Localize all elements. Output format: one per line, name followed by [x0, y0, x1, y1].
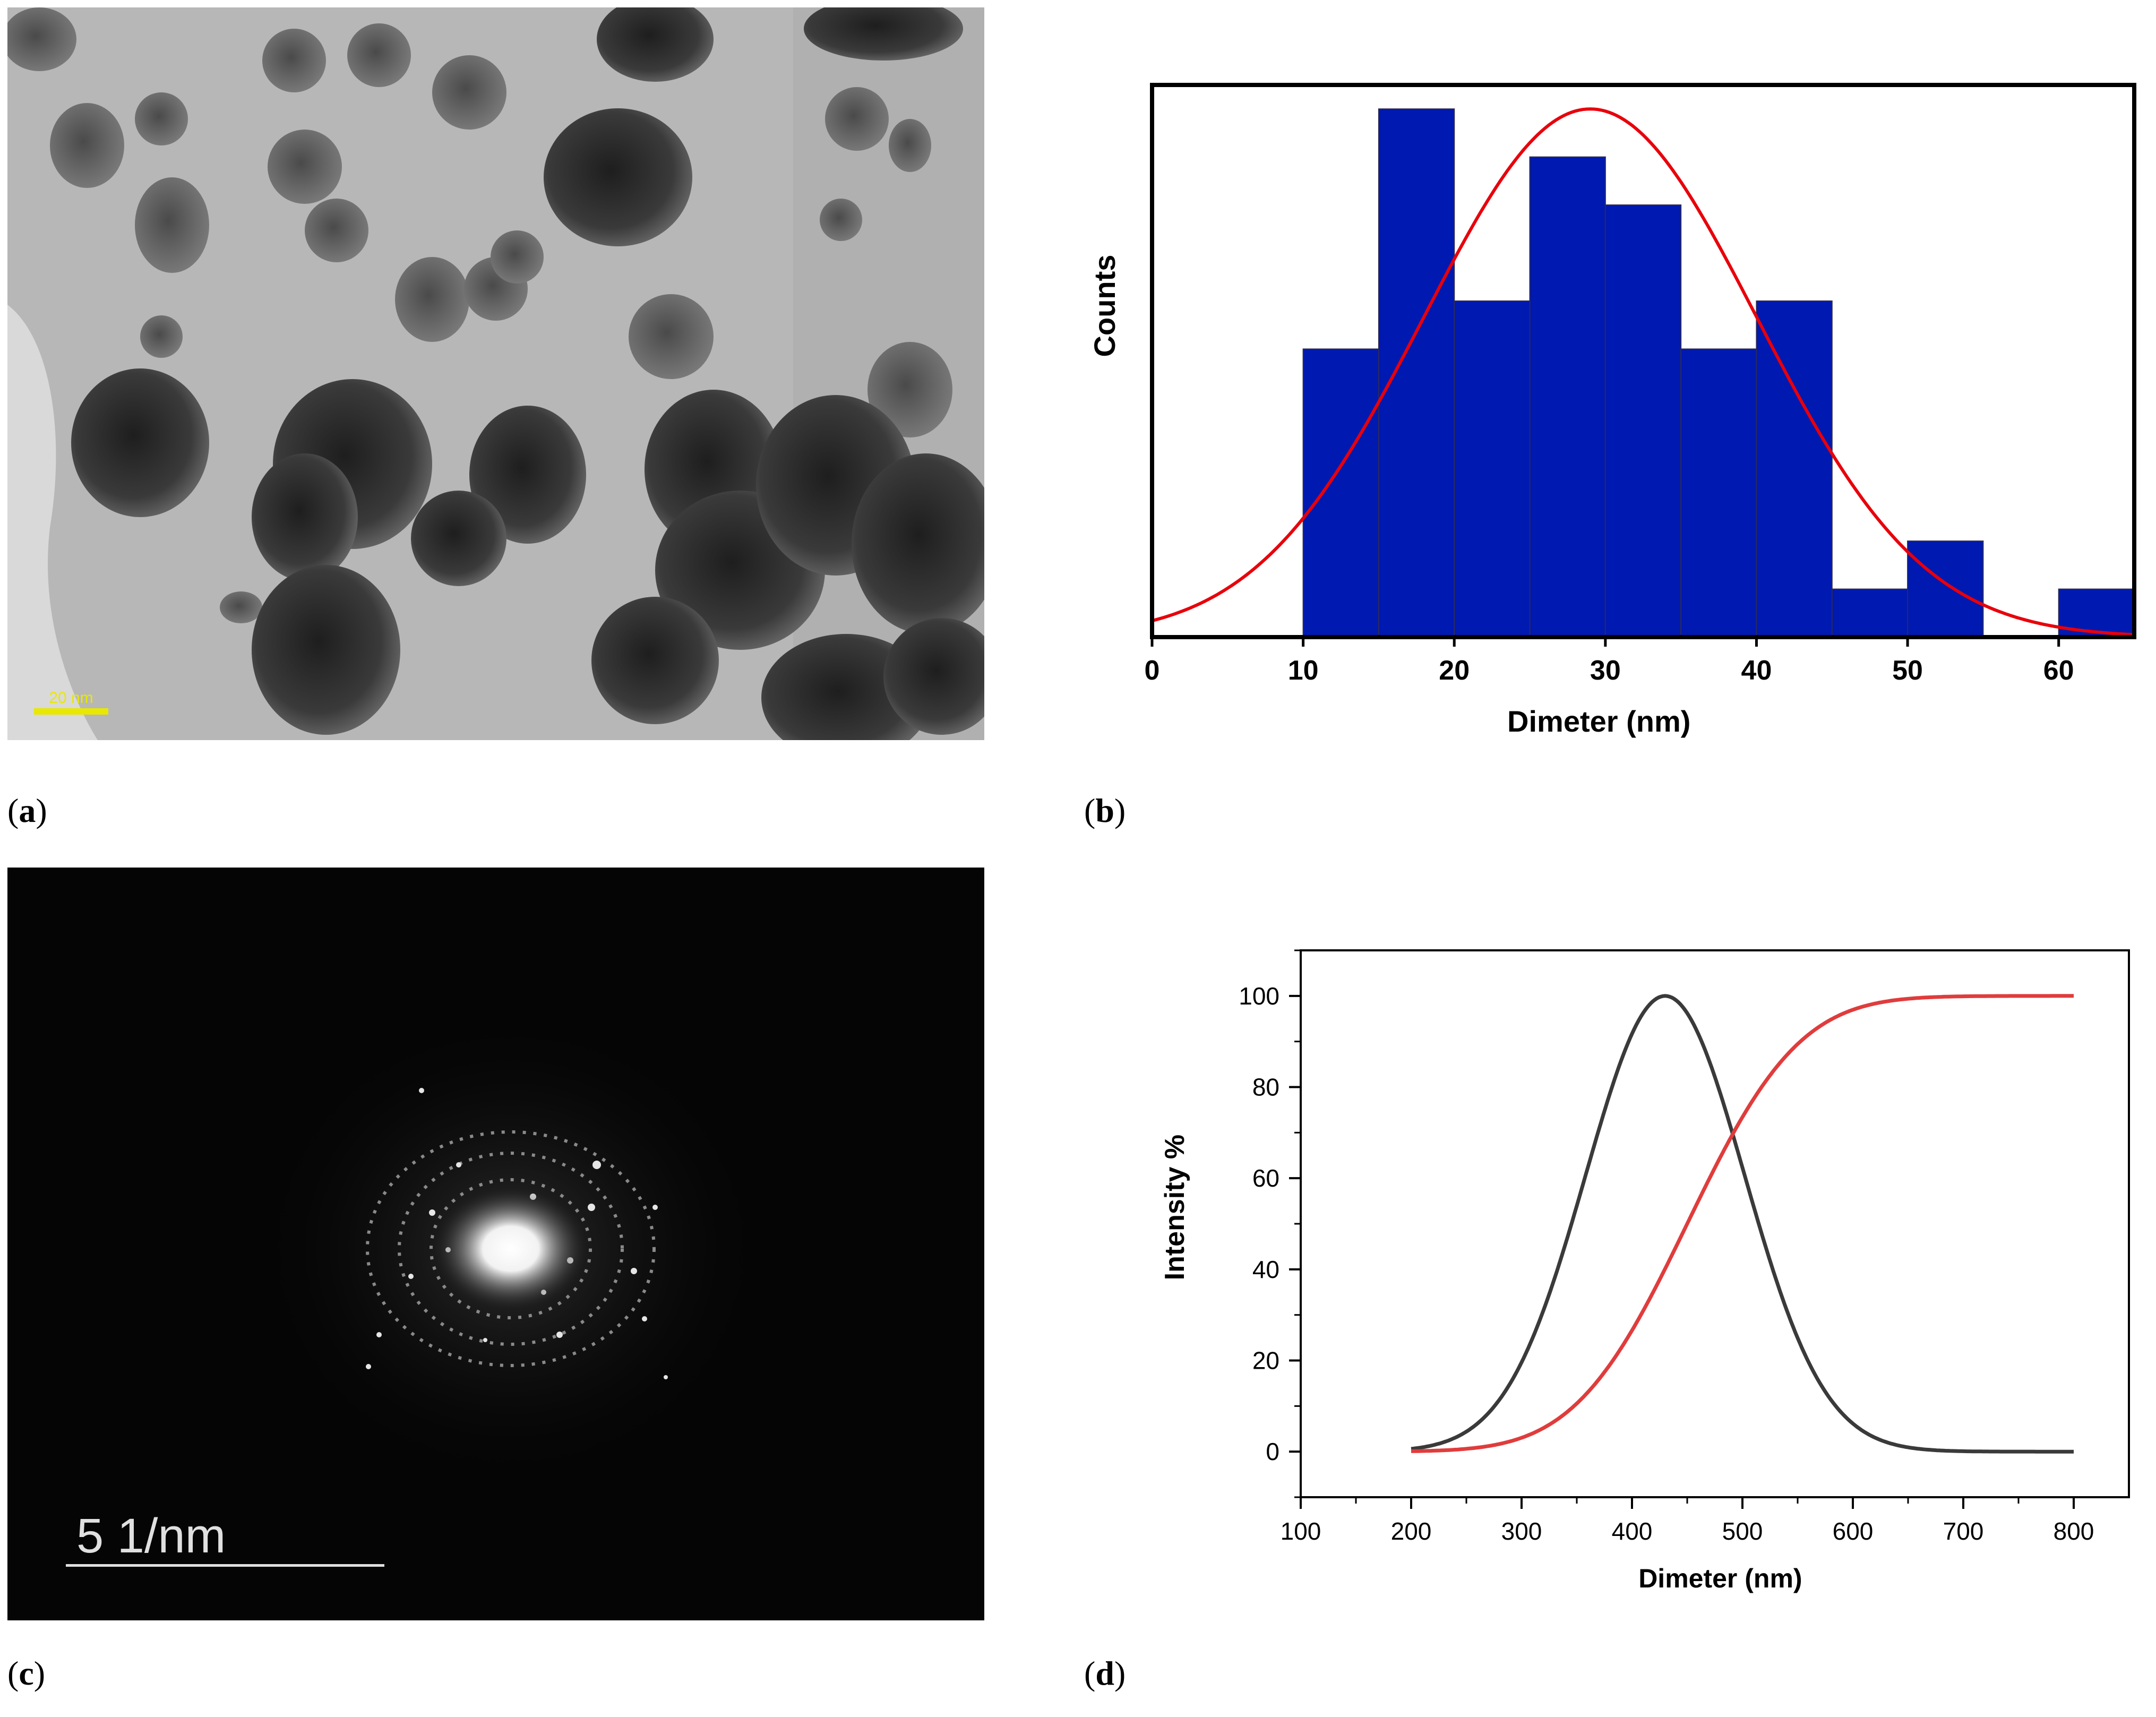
- y-tick-label: 80: [1252, 1074, 1279, 1101]
- scale-bar: [34, 708, 108, 715]
- x-tick-label: 60: [2043, 655, 2074, 686]
- panel-label-a: (a): [7, 792, 47, 829]
- y-tick-label: 0: [1266, 1438, 1279, 1465]
- x-tick-label: 50: [1892, 655, 1923, 686]
- histogram-bar-20-25: [1454, 300, 1531, 638]
- plot-frame: [1150, 83, 2136, 639]
- x-tick-label: 100: [1281, 1517, 1321, 1545]
- x-tick-label: 40: [1741, 655, 1772, 686]
- x-axis-label: Dimeter (nm): [1507, 705, 1690, 738]
- series-line-cumulative: [1411, 994, 2074, 1453]
- plot-frame: [1300, 949, 2130, 1498]
- y-axis-label: Intensity %: [1159, 1135, 1190, 1281]
- histogram-bar-50-55: [1907, 540, 1984, 638]
- x-axis-label: Dimeter (nm): [1638, 1564, 1802, 1593]
- size-histogram: 0 10 20 30 40 50 60 Dimeter (nm) Counts: [1088, 83, 2136, 738]
- histogram-bar-35-40: [1680, 348, 1757, 638]
- x-tick-label: 0: [1145, 655, 1160, 686]
- x-tick-label: 200: [1391, 1517, 1432, 1545]
- x-tick-label: 800: [2054, 1517, 2094, 1545]
- histogram-bar-30-35: [1604, 204, 1682, 638]
- scale-bar: [66, 1564, 384, 1567]
- histogram-bar-25-30: [1529, 156, 1606, 638]
- x-tick-label: 400: [1612, 1517, 1653, 1545]
- tem-micrograph: 20 nm: [7, 7, 984, 740]
- x-tick-label: 500: [1722, 1517, 1763, 1545]
- gaussian-fit-line: [1152, 107, 2135, 637]
- x-tick-label: 700: [1943, 1517, 1984, 1545]
- series-line-distribution: [1411, 994, 2074, 1454]
- x-tick-label: 20: [1439, 655, 1470, 686]
- panel-label-c: (c): [7, 1654, 46, 1692]
- panel-label-b: (b): [1084, 792, 1126, 829]
- x-tick-label: 300: [1501, 1517, 1542, 1545]
- scale-bar-label: 5 1/nm: [76, 1509, 226, 1563]
- y-axis-label: Counts: [1088, 255, 1121, 357]
- y-tick-label: 100: [1239, 982, 1279, 1010]
- x-tick-label: 600: [1833, 1517, 1874, 1545]
- histogram-bar-40-45: [1756, 300, 1833, 638]
- dls-distribution-chart: 100 200 300 400 500 600 700 800 0 20 40 60 80 100 Dime…: [1159, 949, 2130, 1593]
- y-tick-label: 60: [1252, 1164, 1279, 1192]
- histogram-bar-45-50: [1831, 588, 1909, 638]
- panel-label-d: (d): [1084, 1654, 1126, 1692]
- scale-bar-label: 20 nm: [49, 689, 93, 707]
- y-tick-label: 20: [1252, 1347, 1279, 1375]
- x-tick-label: 30: [1590, 655, 1621, 686]
- saed-pattern: 5 1/nm: [7, 868, 984, 1620]
- histogram-bar-10-15: [1302, 348, 1379, 638]
- y-tick-label: 40: [1252, 1256, 1279, 1283]
- histogram-bar-15-20: [1378, 108, 1455, 638]
- x-tick-label: 10: [1288, 655, 1319, 686]
